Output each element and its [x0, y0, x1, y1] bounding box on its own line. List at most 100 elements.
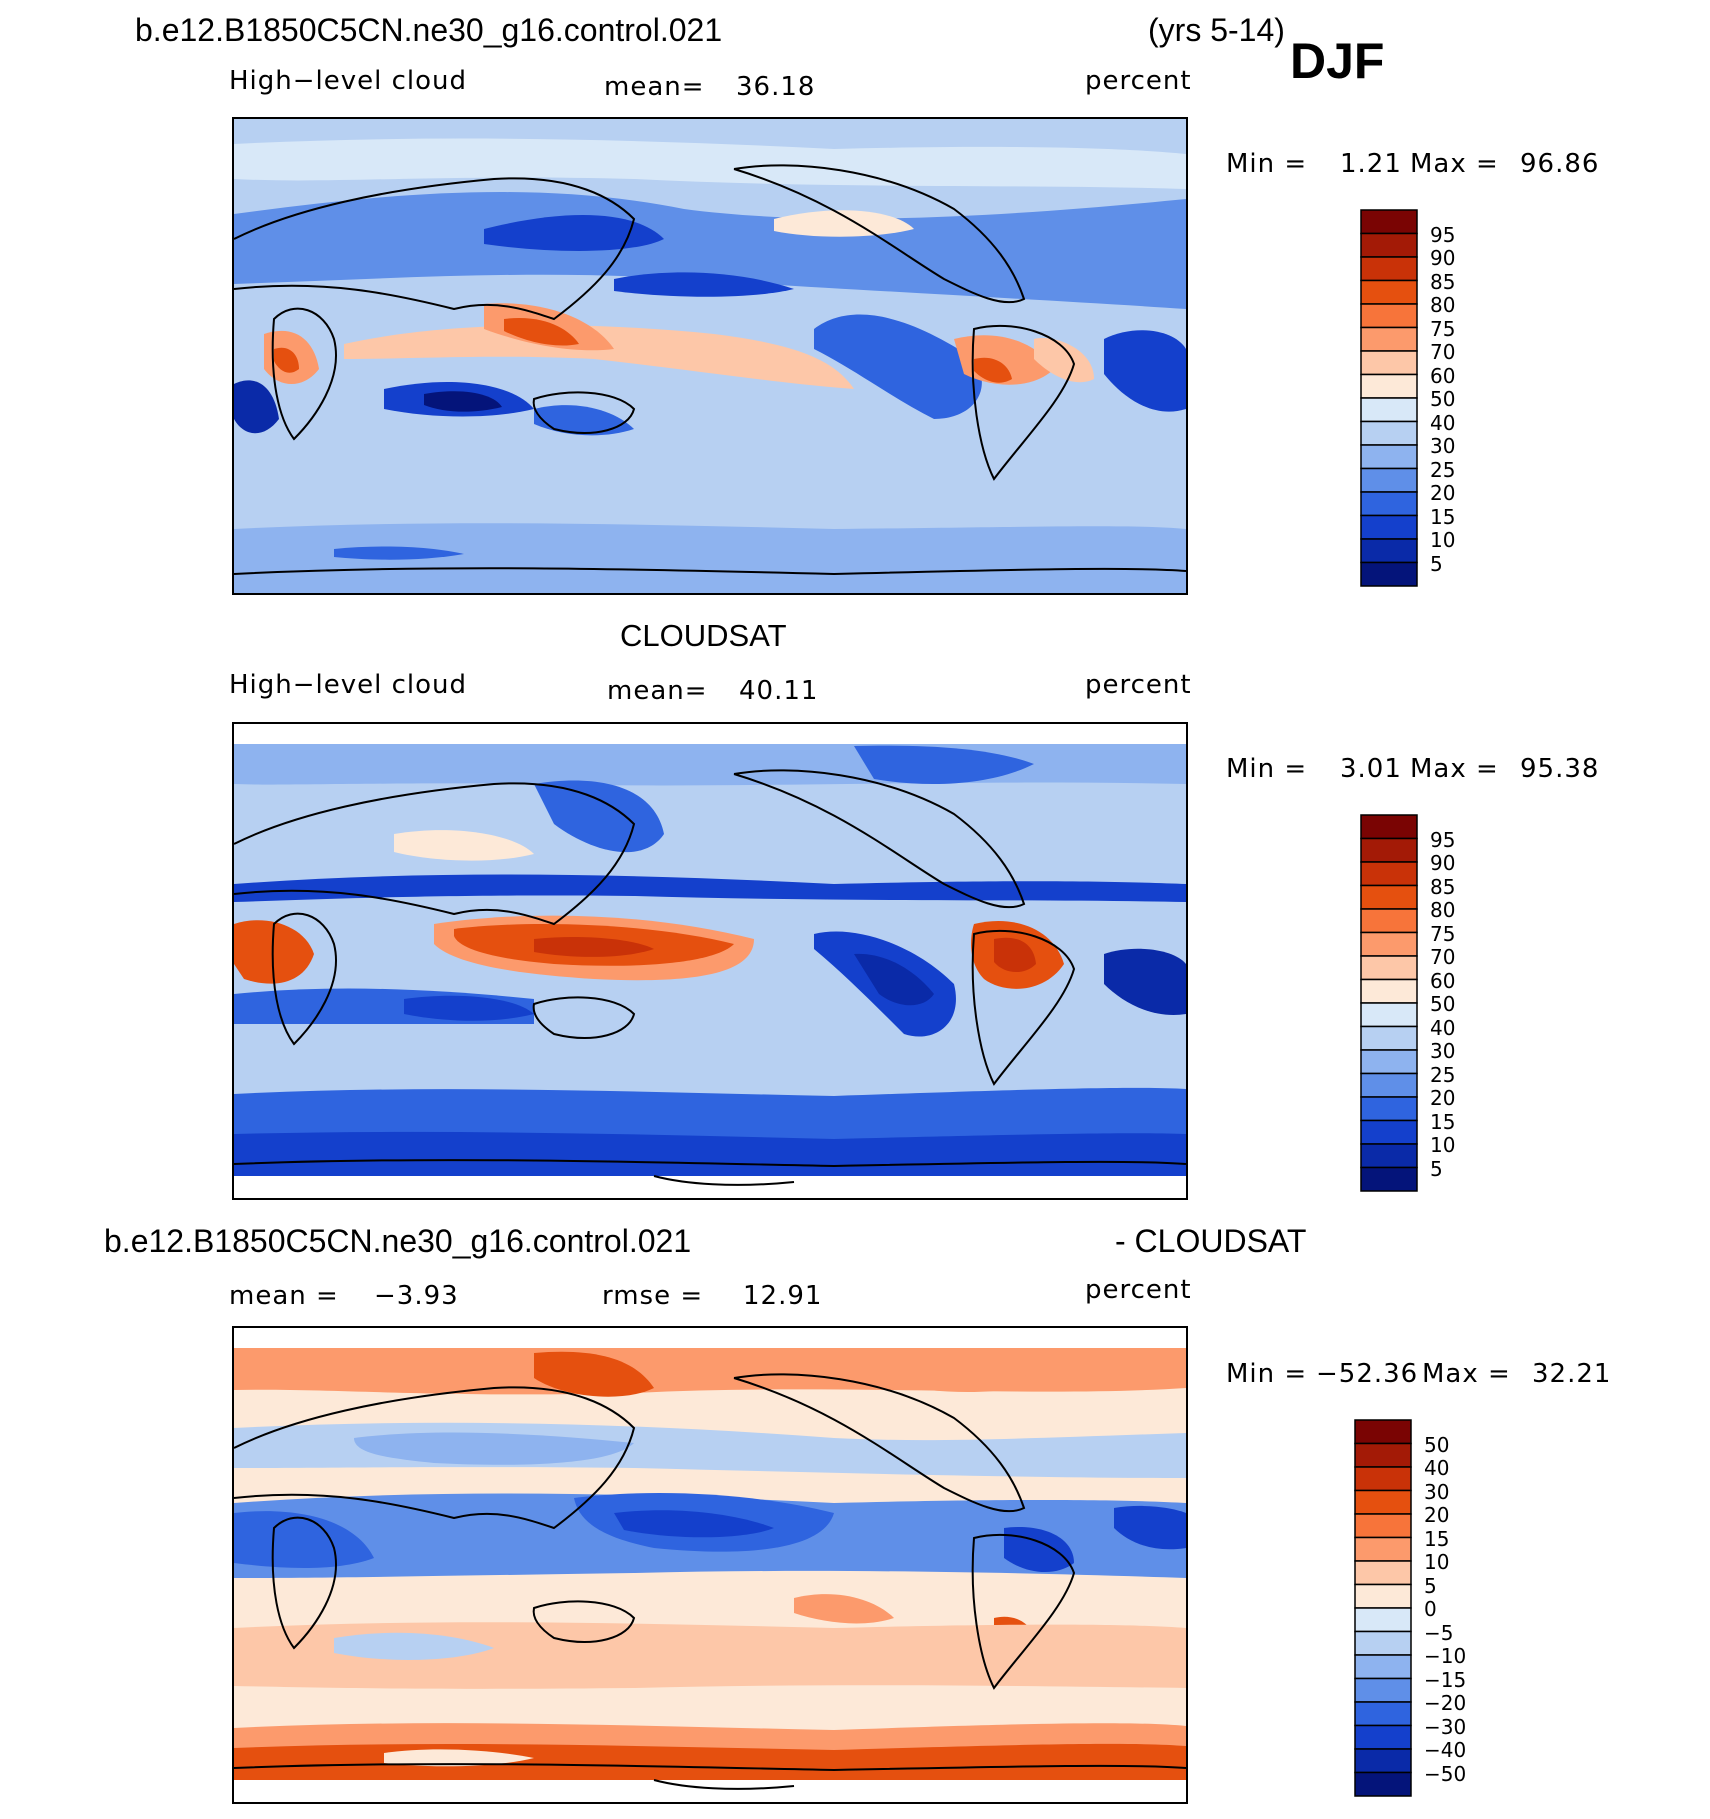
panel3-rmse-value: 12.91 [743, 1281, 823, 1311]
panel2-colorbar: 95 90 85 80 75 70 60 50 40 30 25 20 15 10 5 [1360, 814, 1455, 1196]
case-title: b.e12.B1850C5CN.ne30_g16.control.021 [135, 12, 723, 48]
panel3-min-label: Min = [1226, 1359, 1308, 1389]
colorbar-swatch [1360, 1119, 1418, 1145]
colorbar-swatch [1360, 931, 1418, 957]
season-label: DJF [1290, 33, 1385, 89]
colorbar-swatch [1360, 1143, 1418, 1169]
colorbar-label: 15 [1430, 1109, 1456, 1134]
colorbar-swatch [1360, 373, 1418, 399]
panel1-contour-field [234, 119, 1186, 593]
colorbar-swatch [1360, 814, 1418, 840]
colorbar-label: 15 [1430, 504, 1456, 529]
panel1-min-value: 1.21 [1340, 149, 1402, 179]
colorbar-label: 30 [1430, 1039, 1456, 1063]
panel2-max-value: 95.38 [1520, 754, 1600, 784]
colorbar-swatch [1360, 538, 1418, 564]
colorbar-label: 0 [1424, 1597, 1437, 1621]
colorbar-swatch [1354, 1489, 1412, 1515]
colorbar-swatch [1360, 397, 1418, 423]
colorbar-label: 40 [1424, 1456, 1450, 1480]
colorbar-swatch [1354, 1771, 1412, 1797]
panel2-mean-label: mean= [607, 676, 708, 706]
colorbar-label: 85 [1430, 269, 1456, 294]
panel2-mean-value: 40.11 [739, 676, 819, 706]
colorbar-swatch [1360, 1025, 1418, 1051]
colorbar-label: −15 [1424, 1667, 1467, 1692]
panel2-title: CLOUDSAT [620, 618, 787, 653]
colorbar-swatch [1360, 491, 1418, 517]
colorbar-label: 95 [1430, 827, 1456, 852]
colorbar-swatch [1360, 350, 1418, 376]
colorbar-swatch [1360, 1072, 1418, 1098]
colorbar-label: 20 [1424, 1503, 1450, 1527]
colorbar-swatch [1360, 232, 1418, 258]
colorbar-swatch [1354, 1701, 1412, 1727]
colorbar-label: 10 [1430, 528, 1456, 552]
colorbar-swatch [1360, 978, 1418, 1004]
colorbar-swatch [1354, 1513, 1412, 1539]
colorbar-label: −10 [1424, 1644, 1467, 1668]
colorbar-label: −20 [1424, 1691, 1467, 1715]
colorbar-label: −30 [1424, 1714, 1467, 1739]
panel1-map [232, 117, 1188, 595]
colorbar-label: 10 [1430, 1133, 1456, 1157]
colorbar-swatch [1354, 1442, 1412, 1468]
colorbar-label: 20 [1430, 1086, 1456, 1110]
panel2-units: percent [1085, 670, 1192, 700]
colorbar-swatch [1360, 326, 1418, 352]
colorbar-label: 80 [1430, 293, 1456, 317]
colorbar-label: 50 [1424, 1432, 1450, 1457]
colorbar-swatch [1354, 1583, 1412, 1609]
colorbar-swatch [1354, 1560, 1412, 1586]
panel2-contour-field [234, 724, 1186, 1198]
colorbar-swatch [1354, 1654, 1412, 1680]
colorbar-label: 10 [1424, 1550, 1450, 1574]
colorbar-label: 70 [1430, 340, 1456, 364]
panel1-max-label: Max = [1410, 149, 1499, 179]
colorbar-swatch [1354, 1536, 1412, 1562]
colorbar-swatch [1354, 1724, 1412, 1750]
panel3-max-value: 32.21 [1532, 1359, 1612, 1389]
panel1-mean-value: 36.18 [736, 72, 816, 102]
colorbar-swatch [1360, 561, 1418, 587]
colorbar-label: 20 [1430, 481, 1456, 505]
colorbar-swatch [1354, 1466, 1412, 1492]
colorbar-label: 95 [1430, 222, 1456, 247]
colorbar-swatches [1354, 1419, 1412, 1797]
colorbar-label: 50 [1430, 992, 1456, 1016]
colorbar-swatch [1360, 467, 1418, 493]
colorbar-swatch [1360, 1002, 1418, 1028]
colorbar-swatch [1354, 1419, 1412, 1445]
colorbar-swatches [1360, 814, 1418, 1192]
colorbar-swatch [1354, 1677, 1412, 1703]
colorbar-swatch [1360, 444, 1418, 470]
colorbar-swatch [1360, 955, 1418, 981]
panel1-min-label: Min = [1226, 149, 1308, 179]
panel3-max-label: Max = [1422, 1359, 1511, 1389]
colorbar-label: −40 [1424, 1738, 1467, 1762]
panel3-contour-field [234, 1328, 1186, 1802]
colorbar-label: 50 [1430, 387, 1456, 411]
colorbar-swatch [1360, 1049, 1418, 1075]
colorbar-swatch [1360, 1166, 1418, 1192]
panel2-min-label: Min = [1226, 754, 1308, 784]
panel3-map [232, 1326, 1188, 1804]
colorbar-swatch [1360, 908, 1418, 934]
panel1-units: percent [1085, 66, 1192, 96]
colorbar-label: 60 [1430, 363, 1456, 388]
colorbar-swatch [1360, 514, 1418, 540]
colorbar-label: 25 [1430, 457, 1456, 482]
colorbar-label: 5 [1424, 1573, 1437, 1598]
panel3-mean-value: −3.93 [374, 1281, 459, 1311]
colorbar-label: 30 [1424, 1479, 1450, 1504]
panel3-mean-label: mean = [229, 1281, 339, 1311]
panel3-colorbar: 50 40 30 20 15 10 5 0 −5 −10 −15 −20 −30 −40 −50 [1354, 1419, 1466, 1801]
colorbar-label: 40 [1430, 410, 1456, 435]
colorbar-label: 30 [1430, 434, 1456, 458]
colorbar-label: 90 [1430, 851, 1456, 875]
colorbar-swatch [1360, 837, 1418, 863]
panel3-rmse-label: rmse = [602, 1281, 704, 1311]
panel3-units: percent [1085, 1275, 1192, 1305]
panel1-variable: High−level cloud [229, 66, 468, 96]
colorbar-label: 90 [1430, 246, 1456, 270]
